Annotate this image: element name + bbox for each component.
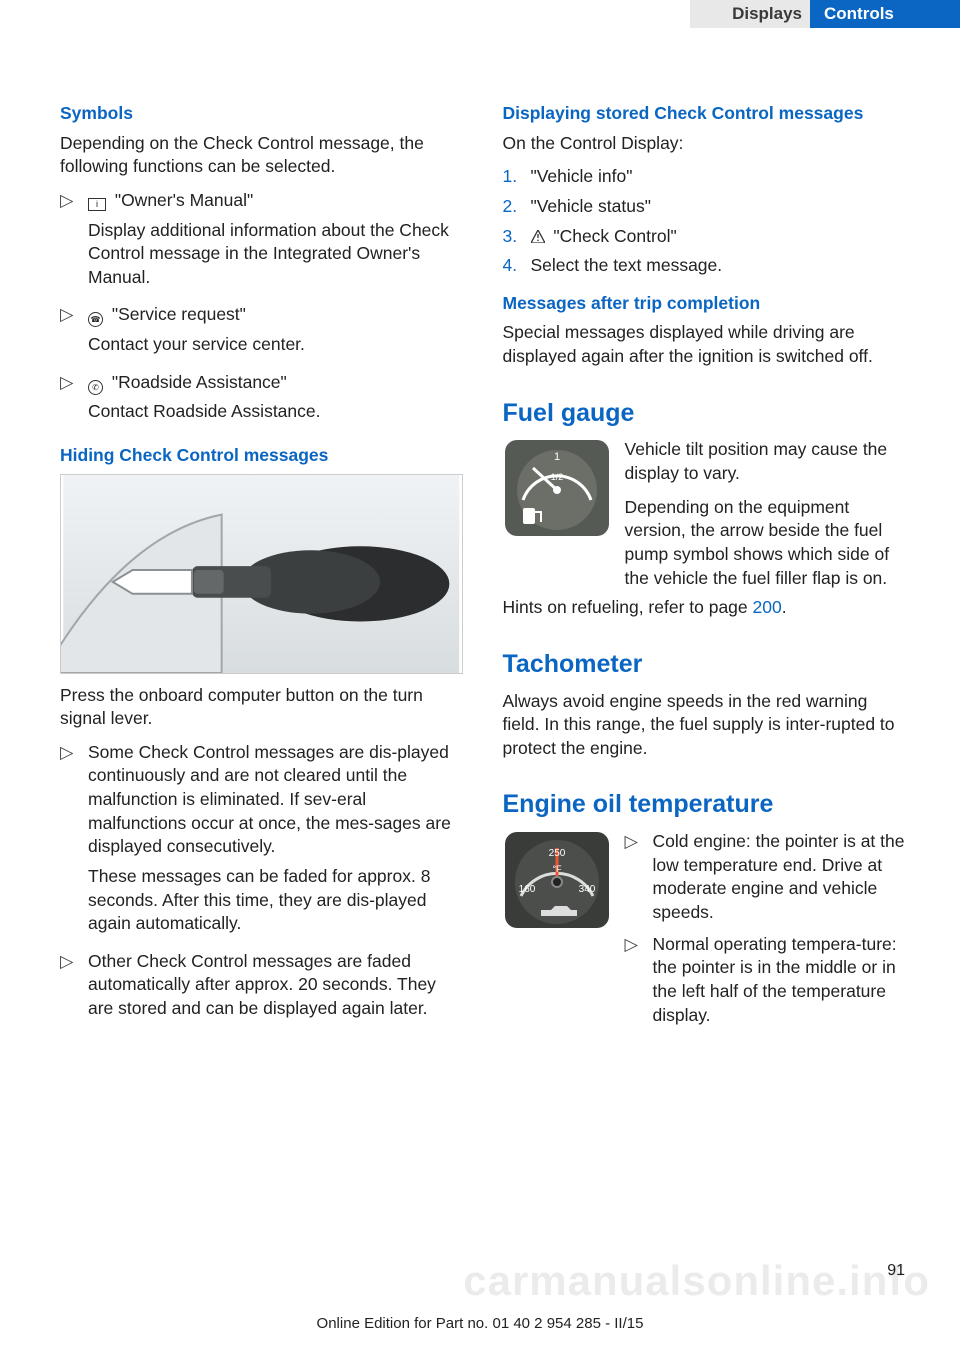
figure-caption: Press the onboard computer button on the… [60, 684, 463, 731]
bullet-marker-icon: ▷ [60, 950, 88, 1027]
item-body: Contact Roadside Assistance. [88, 400, 463, 424]
oil-item-text: Normal operating tempera‐ture: the point… [653, 933, 906, 1028]
warning-triangle-icon [531, 226, 545, 250]
fuel-gauge-icon: 1 1/2 [503, 438, 611, 590]
stored-intro: On the Control Display: [503, 132, 906, 156]
step-text: "Vehicle info" [531, 165, 906, 189]
stored-heading: Displaying stored Check Control messages [503, 102, 906, 126]
symbols-heading: Symbols [60, 102, 463, 126]
svg-text:°F: °F [552, 864, 562, 874]
after-trip-heading: Messages after trip completion [503, 292, 906, 316]
step-item: 2. "Vehicle status" [503, 195, 906, 219]
note-p2: These messages can be faded for approx. … [88, 865, 463, 936]
fuel-gauge-heading: Fuel gauge [503, 397, 906, 431]
lever-figure [60, 474, 463, 674]
hiding-heading: Hiding Check Control messages [60, 444, 463, 468]
symbols-intro: Depending on the Check Control message, … [60, 132, 463, 179]
header-section-blue: Controls [810, 0, 960, 28]
content-columns: Symbols Depending on the Check Control m… [0, 40, 960, 1041]
list-item: ▷ i "Owner's Manual" Display additional … [60, 189, 463, 296]
svg-text:340: 340 [578, 884, 595, 895]
left-column: Symbols Depending on the Check Control m… [60, 100, 463, 1041]
page-header: Displays Controls [0, 0, 960, 40]
page-link[interactable]: 200 [753, 597, 782, 617]
tachometer-heading: Tachometer [503, 648, 906, 682]
page-number: 91 [887, 1260, 905, 1282]
phone-icon: ☎ [88, 312, 103, 327]
symbols-list: ▷ i "Owner's Manual" Display additional … [60, 189, 463, 430]
list-item: ▷ Other Check Control messages are faded… [60, 950, 463, 1027]
step-number: 2. [503, 195, 531, 219]
fuel-gauge-block: 1 1/2 Vehicle tilt position may cause th… [503, 438, 906, 590]
step-text: "Vehicle status" [531, 195, 906, 219]
bullet-marker-icon: ▷ [60, 303, 88, 362]
item-title: ✆ "Roadside Assistance" [88, 371, 463, 395]
list-item: ▷ ☎ "Service request" Contact your servi… [60, 303, 463, 362]
svg-text:1/2: 1/2 [550, 472, 563, 482]
step-number: 4. [503, 254, 531, 278]
item-body: Contact your service center. [88, 333, 463, 357]
list-item: ▷ ✆ "Roadside Assistance" Contact Roadsi… [60, 371, 463, 430]
lever-illustration [61, 475, 462, 673]
fuel-hint: Hints on refueling, refer to page 200. [503, 596, 906, 620]
after-trip-text: Special messages displayed while driving… [503, 321, 906, 368]
header-section-gray: Displays [690, 0, 810, 28]
oil-item-text: Cold engine: the pointer is at the low t… [653, 830, 906, 925]
step-text: "Check Control" [531, 225, 906, 249]
step-text: Select the text message. [531, 254, 906, 278]
item-body: Display additional information about the… [88, 219, 463, 290]
step-number: 1. [503, 165, 531, 189]
item-title: i "Owner's Manual" [88, 189, 463, 213]
tachometer-text: Always avoid engine speeds in the red wa… [503, 690, 906, 761]
step-number: 3. [503, 225, 531, 249]
bullet-marker-icon: ▷ [60, 741, 88, 942]
svg-text:160: 160 [518, 884, 535, 895]
bullet-marker-icon: ▷ [60, 371, 88, 430]
svg-text:250: 250 [548, 848, 565, 859]
oil-temp-block: 160 250 340 °F ▷ Cold engine: the pointe… [503, 830, 906, 1035]
step-item: 1. "Vehicle info" [503, 165, 906, 189]
step-item: 3. "Check Control" [503, 225, 906, 249]
book-icon: i [88, 198, 106, 211]
item-title: ☎ "Service request" [88, 303, 463, 327]
note-p1: Some Check Control messages are dis‐play… [88, 741, 463, 859]
list-item: ▷ Some Check Control messages are dis‐pl… [60, 741, 463, 942]
note-p1: Other Check Control messages are faded a… [88, 950, 463, 1021]
fuel-p2-start: Depending on the equipment version, the … [625, 496, 906, 591]
bullet-marker-icon: ▷ [625, 830, 653, 925]
assistance-icon: ✆ [88, 380, 103, 395]
bullet-marker-icon: ▷ [60, 189, 88, 296]
watermark: carmanualsonline.info [463, 1253, 930, 1310]
list-item: ▷ Cold engine: the pointer is at the low… [625, 830, 906, 925]
steps-list: 1. "Vehicle info" 2. "Vehicle status" 3.… [503, 165, 906, 278]
svg-text:1: 1 [553, 451, 559, 463]
bullet-marker-icon: ▷ [625, 933, 653, 1028]
oil-temp-gauge-icon: 160 250 340 °F [503, 830, 611, 1035]
fuel-p1: Vehicle tilt position may cause the disp… [625, 438, 906, 485]
step-item: 4. Select the text message. [503, 254, 906, 278]
footer-text: Online Edition for Part no. 01 40 2 954 … [0, 1314, 960, 1334]
oil-temp-heading: Engine oil temperature [503, 788, 906, 822]
right-column: Displaying stored Check Control messages… [503, 100, 906, 1041]
list-item: ▷ Normal operating tempera‐ture: the poi… [625, 933, 906, 1028]
hiding-notes: ▷ Some Check Control messages are dis‐pl… [60, 741, 463, 1027]
